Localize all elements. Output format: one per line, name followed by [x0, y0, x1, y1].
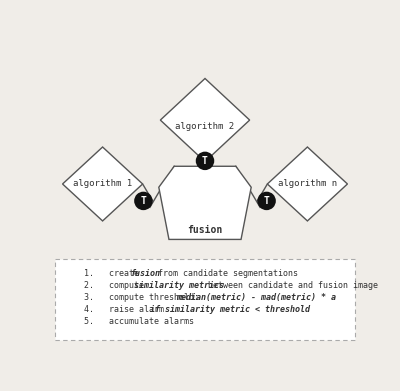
Text: T: T [264, 196, 270, 206]
Text: 2.   compute: 2. compute [84, 282, 149, 291]
Text: 5.   accumulate alarms: 5. accumulate alarms [84, 317, 194, 326]
Polygon shape [62, 147, 143, 221]
FancyBboxPatch shape [55, 259, 355, 339]
Text: if similarity metric < threshold: if similarity metric < threshold [150, 305, 310, 314]
Polygon shape [267, 147, 348, 221]
Text: T: T [66, 294, 72, 304]
Polygon shape [160, 79, 250, 161]
Text: from candidate segmentations: from candidate segmentations [154, 269, 298, 278]
Text: algorithm 2: algorithm 2 [176, 122, 234, 131]
Text: similarity metrics: similarity metrics [134, 282, 224, 291]
Text: 1.   create: 1. create [84, 269, 144, 278]
Text: 3.   compute threshold:: 3. compute threshold: [84, 293, 204, 302]
Text: median(metric) - mad(metric) * a: median(metric) - mad(metric) * a [176, 293, 336, 302]
Circle shape [60, 290, 78, 308]
Text: between candidate and fusion image: between candidate and fusion image [204, 282, 378, 291]
Text: 4.   raise alarm: 4. raise alarm [84, 305, 169, 314]
Text: algorithm 1: algorithm 1 [73, 179, 132, 188]
Text: algorithm n: algorithm n [278, 179, 337, 188]
Text: fusion: fusion [130, 269, 160, 278]
Circle shape [196, 152, 214, 170]
Text: T: T [202, 156, 208, 166]
Text: T: T [140, 196, 146, 206]
Polygon shape [159, 166, 251, 239]
Circle shape [134, 192, 153, 210]
Text: fusion: fusion [187, 225, 223, 235]
Circle shape [257, 192, 276, 210]
